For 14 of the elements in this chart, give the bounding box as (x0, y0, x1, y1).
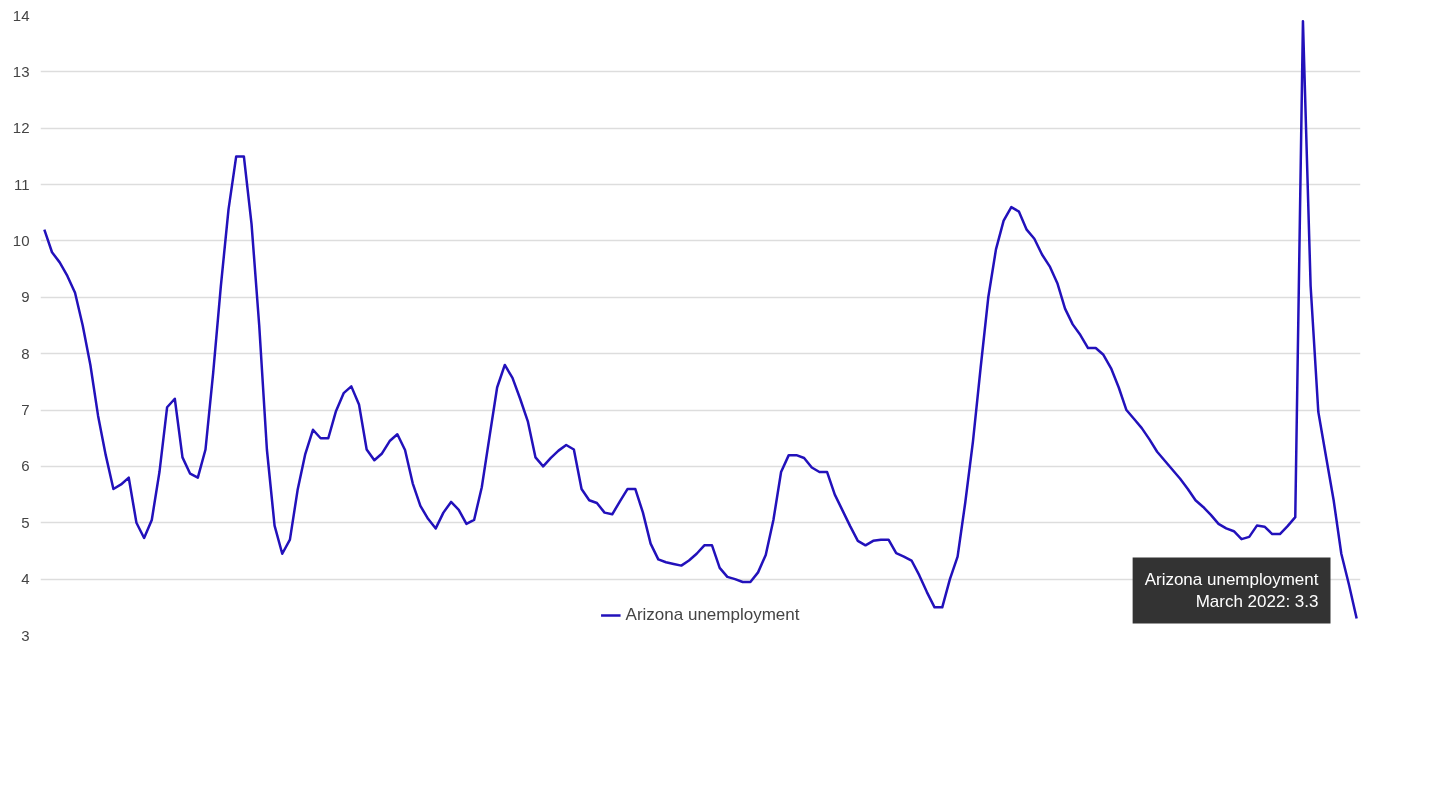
y-tick-label: 9 (21, 288, 30, 306)
y-tick-label: 14 (12, 6, 30, 24)
y-tick-label: 12 (12, 119, 30, 137)
y-tick-label: 7 (21, 401, 30, 419)
y-tick-label: 8 (21, 344, 30, 362)
y-tick-label: 11 (13, 175, 30, 193)
annotation: Arizona unemployment March 2022: 3.3 (1144, 569, 1319, 612)
legend-label: Arizona unemployment (625, 605, 800, 625)
y-tick-label: 6 (21, 457, 30, 475)
y-tick-label: 10 (12, 231, 30, 249)
y-tick-label: 13 (12, 62, 30, 80)
y-tick-label: 3 (21, 626, 30, 644)
y-tick-label: 4 (21, 570, 30, 588)
y-tick-label: 5 (21, 513, 30, 531)
